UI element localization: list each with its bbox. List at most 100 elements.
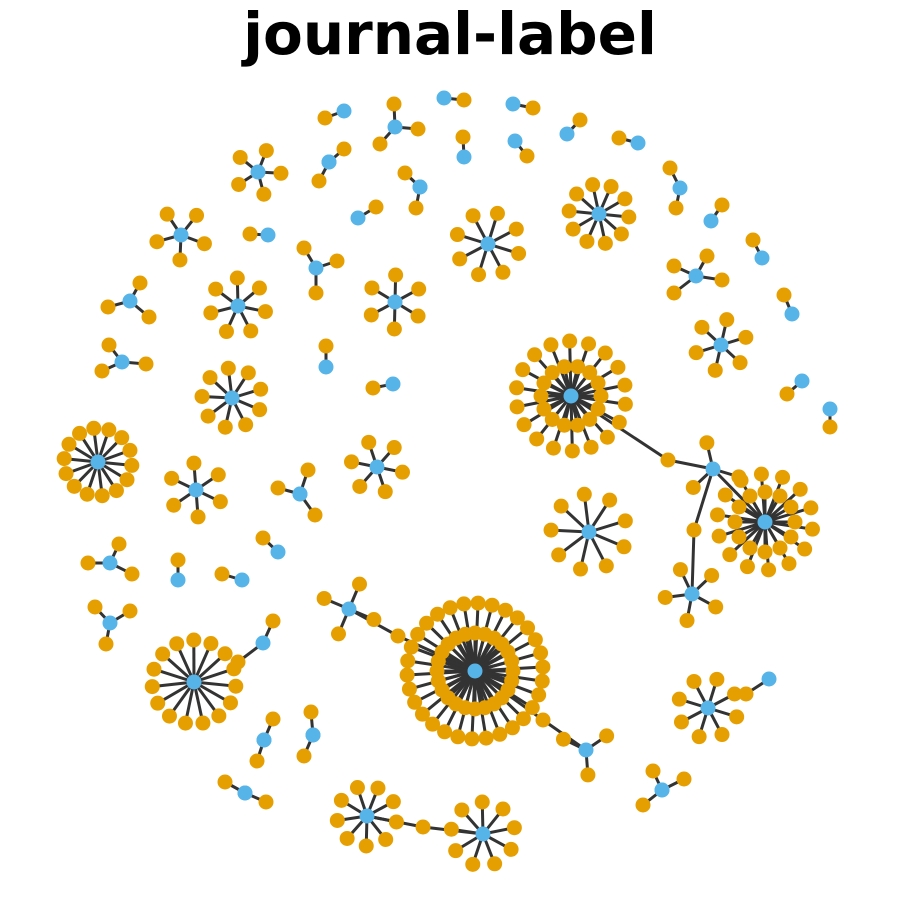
leaf-node-20 [242,226,258,242]
hub-node-168 [224,390,240,406]
leaf-node-12 [519,148,535,164]
leaf-node-386 [509,610,525,626]
leaf-node-234 [495,801,511,817]
leaf-node-360 [504,653,520,669]
leaf-node-294 [529,431,545,447]
hub-node-31 [385,376,401,392]
hub-node-110 [250,164,266,180]
leaf-node-52 [217,774,233,790]
leaf-node-182 [122,442,138,458]
leaf-node-170 [119,472,135,488]
graph-edge-210 [690,529,696,595]
leaf-node-106 [273,165,289,181]
leaf-node-362 [531,687,547,703]
leaf-node-108 [231,176,247,192]
hub-node-84 [292,486,308,502]
leaf-node-276 [582,411,598,427]
hub-node-391 [467,663,483,679]
leaf-node-100 [258,794,274,810]
leaf-node-136 [449,227,465,243]
leaf-node-381 [442,600,458,616]
leaf-node-202 [543,522,559,538]
leaf-node-26 [776,287,792,303]
leaf-node-287 [590,375,606,391]
hub-node-140 [480,236,496,252]
leaf-node-75 [668,200,684,216]
hub-node-81 [688,268,704,284]
leaf-node-309 [772,540,788,556]
leaf-node-367 [478,730,494,746]
leaf-node-254 [580,767,596,783]
leaf-node-191 [394,464,410,480]
leaf-node-328 [733,472,749,488]
leaf-node-155 [688,345,704,361]
leaf-node-228 [487,856,503,872]
leaf-node-146 [561,203,577,219]
leaf-node-137 [465,208,481,224]
leaf-node-332 [803,500,819,516]
leaf-node-270 [699,435,715,451]
leaf-node-142 [613,226,629,242]
leaf-node-255 [555,731,571,747]
leaf-node-243 [150,695,166,711]
leaf-node-91 [98,636,114,652]
leaf-node-128 [363,307,379,323]
leaf-node-323 [739,559,755,575]
leaf-node-6 [572,112,588,128]
leaf-node-327 [717,487,733,503]
leaf-node-334 [390,628,406,644]
leaf-node-177 [61,436,77,452]
leaf-node-366 [492,726,508,742]
leaf-node-268 [660,452,676,468]
leaf-node-113 [172,252,188,268]
leaf-node-157 [719,312,735,328]
leaf-node-279 [544,411,560,427]
leaf-node-387 [520,620,536,636]
hub-node-190 [188,482,204,498]
leaf-node-300 [543,337,559,353]
leaf-node-205 [602,492,618,508]
leaf-node-173 [79,486,95,502]
leaf-node-107 [256,186,272,202]
node-layer [56,90,838,872]
leaf-node-238 [222,695,238,711]
leaf-node-315 [742,488,758,504]
leaf-node-77 [666,258,682,274]
leaf-node-79 [714,272,730,288]
leaf-node-215 [727,686,743,702]
leaf-node-336 [415,819,431,835]
leaf-node-42 [170,552,186,568]
leaf-node-292 [564,443,580,459]
leaf-node-127 [386,321,402,337]
hub-node-69 [122,293,138,309]
leaf-node-120 [203,305,219,321]
leaf-node-166 [240,365,256,381]
leaf-node-329 [753,466,769,482]
leaf-node-172 [94,488,110,504]
leaf-node-32 [822,419,838,435]
leaf-node-235 [506,820,522,836]
leaf-node-260 [672,562,688,578]
hub-node-116 [173,227,189,243]
leaf-node-8 [611,130,627,146]
leaf-node-379 [419,615,435,631]
leaf-node-390 [535,659,551,675]
leaf-node-330 [775,469,791,485]
leaf-node-297 [509,380,525,396]
leaf-node-209 [714,727,730,743]
hub-node-65 [321,154,337,170]
leaf-node-299 [527,347,543,363]
leaf-node-281 [533,388,549,404]
leaf-node-204 [576,486,592,502]
hub-node-23 [703,213,719,229]
leaf-node-318 [783,499,799,515]
leaf-node-269 [686,522,702,538]
leaf-node-221 [329,812,345,828]
hub-node-197 [369,459,385,475]
hub-node-29 [318,359,334,375]
leaf-node-307 [787,514,803,530]
leaf-node-179 [86,420,102,436]
leaf-node-232 [454,802,470,818]
hub-node-252 [186,674,202,690]
hub-node-13 [507,133,523,149]
